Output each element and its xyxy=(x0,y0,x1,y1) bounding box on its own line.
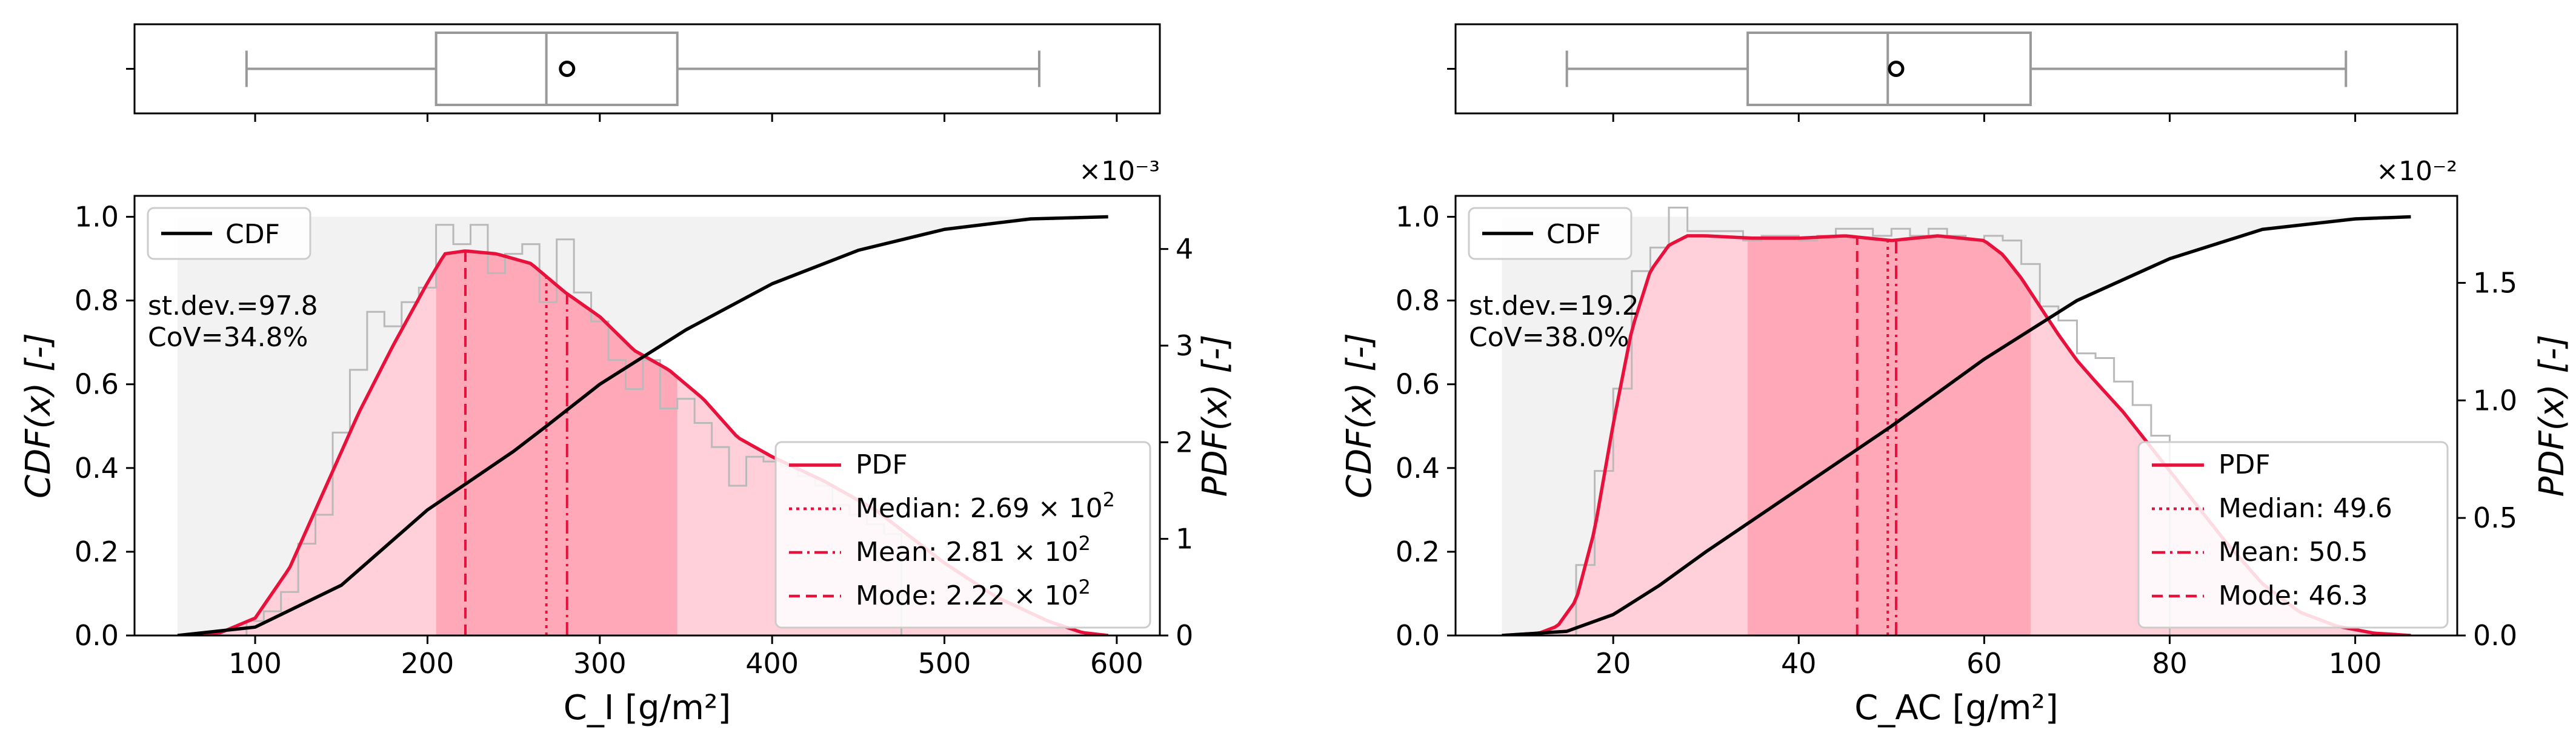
y-tick-label-right: 4 xyxy=(1176,233,1193,266)
legend-mode-exponent: 2 xyxy=(1079,575,1091,598)
x-tick-label: 200 xyxy=(401,647,454,680)
legend-median-text: Median: 49.6 xyxy=(2218,493,2392,524)
y-tick-label-left: 0.4 xyxy=(1396,452,1440,485)
legend-pdf-frame xyxy=(2137,441,2449,629)
boxplot-panel xyxy=(126,23,1161,122)
y-tick-label-left: 0.2 xyxy=(75,535,119,568)
legend-pdf-frame xyxy=(774,441,1151,629)
boxplot-box xyxy=(1746,32,2032,106)
legend-median-label: Median: 2.69 × 102 xyxy=(856,488,1115,524)
chart-panel-2: 20 40 60 80 100 0.0 0.2 0.4 0.6 0.8 1.0 0.0 0.5 1.0 1.… xyxy=(1340,23,2572,728)
y-tick-label-left: 1.0 xyxy=(1396,201,1440,233)
x-tick-label: 80 xyxy=(2152,647,2188,680)
legend-mean-exponent: 2 xyxy=(1079,532,1091,555)
x-axis-label: C_I [g/m²] xyxy=(564,688,731,728)
main-plot: 20 40 60 80 100 0.0 0.2 0.4 0.6 0.8 1.0 0.0 0.5 1.0 1.… xyxy=(1340,156,2572,728)
legend-median-text: Median: 2.69 × 10 xyxy=(856,493,1103,524)
y-tick-label-left: 0.6 xyxy=(1396,368,1440,401)
main-plot: 100 200 300 400 500 600 0.0 0.2 0.4 0.6 0.8 1.0 0 1 2 3… xyxy=(19,156,1235,728)
x-tick-label: 40 xyxy=(1781,647,1817,680)
x-tick-label: 20 xyxy=(1596,647,1631,680)
legend-mode-text: Mode: 2.22 × 10 xyxy=(856,580,1079,611)
chart-panel-1: 100 200 300 400 500 600 0.0 0.2 0.4 0.6 0.8 1.0 0 1 2 3… xyxy=(19,23,1235,728)
cdf-curve xyxy=(177,215,1108,635)
cdf-curve xyxy=(1502,215,2411,635)
x-tick-label: 60 xyxy=(1966,647,2002,680)
x-tick-label: 400 xyxy=(745,647,799,680)
legend-pdf-label: PDF xyxy=(2218,449,2271,480)
legend-mean-text: Mean: 2.81 × 10 xyxy=(856,537,1079,568)
legend-cdf-frame xyxy=(1468,207,1632,260)
stdev-text: st.dev.=97.8 xyxy=(148,290,318,321)
y-axis-label-left: CDF(x) [-] xyxy=(1340,333,1379,498)
y-tick-label-right: 1.0 xyxy=(2473,384,2517,417)
pdf-fill-inner xyxy=(1748,235,2031,635)
y-tick-label-left: 0.0 xyxy=(1396,619,1440,652)
x-tick-label: 100 xyxy=(2329,647,2382,680)
y-tick-label-right: 1.5 xyxy=(2473,266,2517,299)
legend-cdf: CDF xyxy=(1468,207,1632,260)
stdev-text: st.dev.=19.2 xyxy=(1469,290,1639,321)
legend-median-label: Median: 49.6 xyxy=(2218,493,2392,524)
y-tick-label-left: 0.6 xyxy=(75,368,119,401)
legend-cdf-label: CDF xyxy=(225,219,280,250)
y-tick-label-left: 0.0 xyxy=(75,619,119,652)
legend-pdf: PDF Median: 49.6 Mean: 50.5 Mode: 46.3 xyxy=(2137,441,2449,629)
y-tick-label-right: 0 xyxy=(1176,619,1193,652)
pdf-fill-inner xyxy=(436,250,677,635)
legend-mode-text: Mode: 46.3 xyxy=(2218,580,2368,611)
y-tick-label-right: 1 xyxy=(1176,523,1193,555)
legend-cdf: CDF xyxy=(147,207,311,260)
y-tick-label-left: 0.4 xyxy=(75,452,119,485)
x-axis-label: C_AC [g/m²] xyxy=(1854,688,2058,728)
x-tick-label: 100 xyxy=(228,647,282,680)
legend-median-exponent: 2 xyxy=(1103,488,1115,511)
cov-text: CoV=34.8% xyxy=(148,322,308,353)
cov-text: CoV=38.0% xyxy=(1469,322,1629,353)
x-tick-label: 500 xyxy=(918,647,971,680)
plot-frame xyxy=(133,195,1161,637)
pdf-multiplier-label: ×10⁻² xyxy=(2376,156,2457,187)
boxplot-mean-marker xyxy=(1888,61,1905,77)
y-axis-label-right: PDF(x) [-] xyxy=(2532,335,2572,497)
y-tick-label-left: 0.2 xyxy=(1396,535,1440,568)
legend-mean-text: Mean: 50.5 xyxy=(2218,537,2368,568)
y-axis-label-left: CDF(x) [-] xyxy=(19,333,58,498)
boxplot-box xyxy=(434,32,679,106)
boxplot-mean-marker xyxy=(559,61,576,77)
legend-pdf-text: PDF xyxy=(2218,449,2271,480)
legend-cdf-label: CDF xyxy=(1546,219,1601,250)
y-axis-label-right: PDF(x) [-] xyxy=(1196,335,1235,497)
y-tick-label-right: 2 xyxy=(1176,426,1193,458)
legend-pdf-label: PDF xyxy=(856,449,908,480)
boxplot-panel xyxy=(1447,23,2458,122)
plot-frame xyxy=(1454,195,2458,637)
x-tick-label: 600 xyxy=(1090,647,1143,680)
legend-mean-label: Mean: 50.5 xyxy=(2218,537,2368,568)
y-tick-label-right: 0.0 xyxy=(2473,619,2517,652)
pdf-multiplier-label: ×10⁻³ xyxy=(1079,156,1160,187)
y-tick-label-left: 0.8 xyxy=(1396,284,1440,317)
legend-cdf-frame xyxy=(147,207,311,260)
histogram-steps xyxy=(1575,206,2171,635)
legend-pdf-text: PDF xyxy=(856,449,908,480)
legend-mean-label: Mean: 2.81 × 102 xyxy=(856,532,1091,568)
y-tick-label-right: 0.5 xyxy=(2473,501,2517,534)
x-tick-label: 300 xyxy=(573,647,627,680)
legend-mode-label: Mode: 2.22 × 102 xyxy=(856,575,1091,611)
legend-mode-label: Mode: 46.3 xyxy=(2218,580,2368,611)
y-tick-label-left: 1.0 xyxy=(75,201,119,233)
y-tick-label-right: 3 xyxy=(1176,329,1193,362)
y-tick-label-left: 0.8 xyxy=(75,284,119,317)
